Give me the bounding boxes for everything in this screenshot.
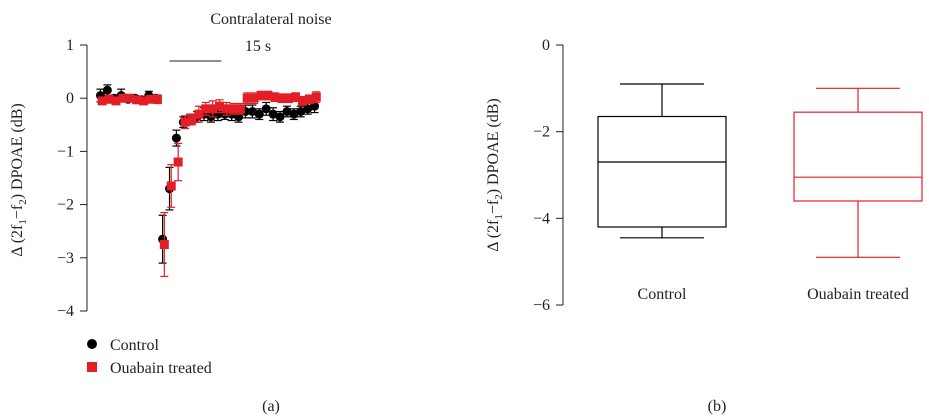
panel-b-label: (b) <box>708 398 727 415</box>
panel-a-y-tick-label: −4 <box>57 303 74 320</box>
panel-b-y-axis-label: Δ (2f1−f2) DPOAE (dB) <box>485 98 505 251</box>
data-point-control <box>254 109 264 119</box>
noise-duration-label: 15 s <box>245 38 271 55</box>
data-point-ouabain <box>173 157 183 167</box>
data-point-ouabain <box>270 92 280 102</box>
data-point-ouabain <box>228 104 238 114</box>
panel-a-y-tick-label: −1 <box>57 143 74 160</box>
data-point-ouabain <box>118 93 128 103</box>
data-point-ouabain <box>221 104 231 114</box>
panel-a-y-tick-label: 0 <box>66 90 74 107</box>
data-point-ouabain <box>159 240 169 249</box>
data-point-ouabain <box>146 94 156 104</box>
data-point-ouabain <box>194 109 204 119</box>
panel-b-y-tick-label: −2 <box>533 124 550 141</box>
data-point-ouabain <box>152 94 162 104</box>
data-point-ouabain <box>104 94 114 104</box>
data-point-ouabain <box>249 93 259 103</box>
data-point-ouabain <box>201 104 211 114</box>
data-point-ouabain <box>277 93 287 103</box>
data-point-ouabain <box>187 114 197 124</box>
data-point-ouabain <box>235 104 245 114</box>
data-point-control <box>171 133 181 143</box>
legend-ouabain-label: Ouabain treated <box>110 360 212 377</box>
box-control <box>597 83 727 239</box>
panel-a-label: (a) <box>262 398 280 415</box>
data-point-control <box>275 112 285 122</box>
data-point-control <box>102 85 112 95</box>
data-point-ouabain <box>242 93 252 103</box>
panel-a-y-tick-label: 1 <box>66 37 74 54</box>
data-point-control <box>282 107 292 116</box>
legend-control-label: Control <box>110 337 159 354</box>
data-point-control <box>268 109 278 119</box>
panel-a-y-axis-label: Δ (2f1−f2) DPOAE (dB) <box>9 103 29 256</box>
box-iqr <box>793 111 923 202</box>
panel-a-y-tick-label: −3 <box>57 250 74 267</box>
noise-annotation: Contralateral noise <box>210 11 331 28</box>
data-point-ouabain <box>139 96 149 106</box>
box-iqr <box>597 115 727 228</box>
data-point-ouabain <box>291 92 301 102</box>
panel-a-time-course: 1 0 −1 −2 −3 −4 Δ (2f1−f2) DPOAE (dB) Contral… <box>9 11 332 415</box>
data-point-control <box>261 104 271 114</box>
category-label-control: Control <box>638 286 687 303</box>
data-point-ouabain <box>111 96 121 106</box>
data-point-ouabain <box>97 96 107 106</box>
series-ouabain <box>97 90 321 278</box>
data-point-ouabain <box>125 93 135 103</box>
data-point-ouabain <box>215 101 225 111</box>
data-point-ouabain <box>208 104 218 114</box>
panel-b-y-tick-label: −6 <box>533 297 550 314</box>
box-ouabain <box>793 87 923 258</box>
data-point-ouabain <box>304 94 314 104</box>
panel-b-y-tick-label: −4 <box>533 210 550 227</box>
data-point-ouabain <box>180 117 190 127</box>
legend-ouabain-marker <box>87 362 97 372</box>
data-point-ouabain <box>256 91 266 101</box>
data-point-control <box>296 107 306 116</box>
panel-a-y-tick-label: −2 <box>57 197 74 214</box>
category-label-ouabain: Ouabain treated <box>807 286 909 303</box>
data-point-control <box>289 109 299 119</box>
data-point-ouabain <box>284 93 294 103</box>
panel-b-y-tick-label: 0 <box>542 37 550 54</box>
data-point-ouabain <box>166 181 176 191</box>
panel-b-boxplot: 0 −2 −4 −6 Δ (2f1−f2) DPOAE (dB) Control Ou… <box>485 37 923 415</box>
data-point-ouabain <box>263 91 273 101</box>
data-point-ouabain <box>132 95 142 105</box>
legend-control-marker <box>87 339 97 349</box>
data-point-control <box>303 104 313 114</box>
data-point-ouabain <box>297 96 307 106</box>
data-point-ouabain <box>311 92 321 102</box>
data-point-control <box>247 107 257 116</box>
legend: Control Ouabain treated <box>87 337 212 377</box>
